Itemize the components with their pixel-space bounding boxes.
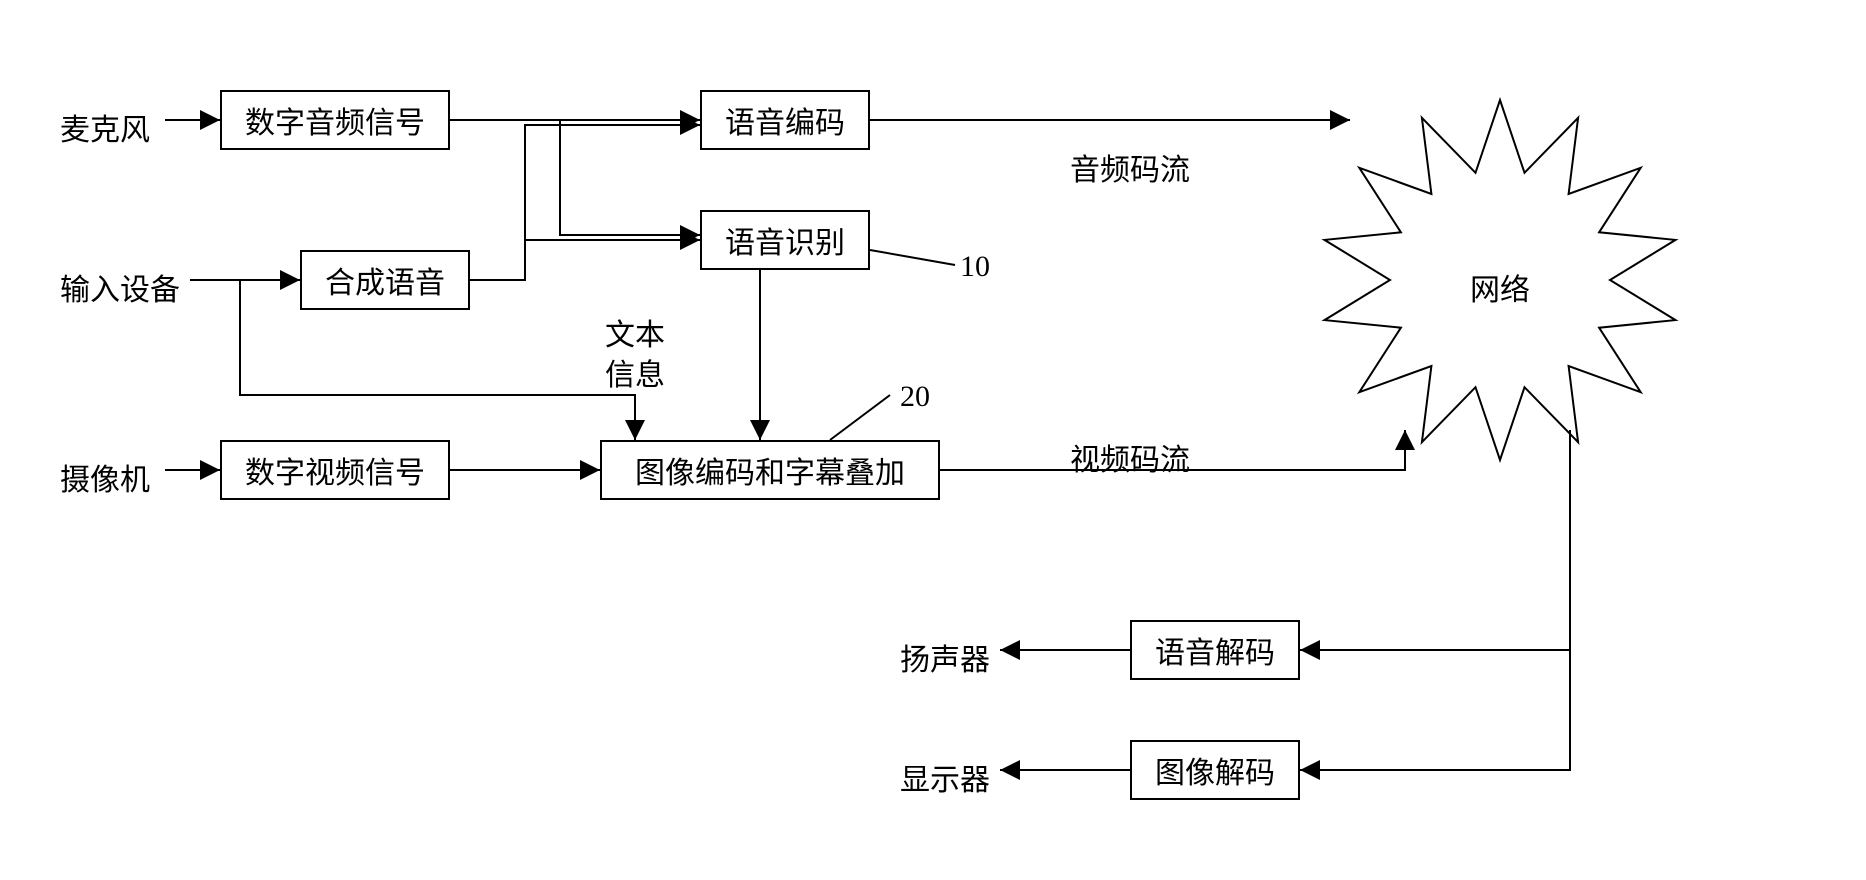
- edge: [830, 395, 890, 440]
- digital-video-text: 数字视频信号: [245, 448, 425, 492]
- ref-20: 20: [900, 380, 930, 414]
- speech-synth-text: 合成语音: [325, 258, 445, 302]
- input-device-label: 输入设备: [60, 265, 180, 309]
- speech-encode-box: 语音编码: [700, 90, 870, 150]
- digital-audio-text: 数字音频信号: [245, 98, 425, 142]
- ref-10: 10: [960, 250, 990, 284]
- speech-encode-text: 语音编码: [725, 98, 845, 142]
- text-info-line1: 文本: [605, 310, 665, 354]
- image-encode-overlay-text: 图像编码和字幕叠加: [635, 448, 905, 492]
- image-decode-box: 图像解码: [1130, 740, 1300, 800]
- audio-stream-label: 音频码流: [1070, 145, 1190, 189]
- speech-decode-box: 语音解码: [1130, 620, 1300, 680]
- mic-label: 麦克风: [60, 105, 150, 149]
- display-label: 显示器: [900, 755, 990, 799]
- image-encode-overlay-box: 图像编码和字幕叠加: [600, 440, 940, 500]
- edge: [870, 250, 955, 265]
- speech-recog-box: 语音识别: [700, 210, 870, 270]
- camera-label: 摄像机: [60, 455, 150, 499]
- digital-audio-box: 数字音频信号: [220, 90, 450, 150]
- speech-synth-box: 合成语音: [300, 250, 470, 310]
- video-stream-label: 视频码流: [1070, 435, 1190, 479]
- image-decode-text: 图像解码: [1155, 748, 1275, 792]
- text-info-line2: 信息: [605, 350, 665, 394]
- digital-video-box: 数字视频信号: [220, 440, 450, 500]
- edge: [1300, 430, 1570, 650]
- network-label: 网络: [1470, 265, 1530, 309]
- edge: [560, 120, 700, 235]
- speech-decode-text: 语音解码: [1155, 628, 1275, 672]
- diagram-canvas: 麦克风 输入设备 摄像机 扬声器 显示器 音频码流 视频码流 文本 信息 10 …: [0, 0, 1866, 880]
- edge: [470, 125, 700, 280]
- speaker-label: 扬声器: [900, 635, 990, 679]
- speech-recog-text: 语音识别: [725, 218, 845, 262]
- edge: [1300, 650, 1570, 770]
